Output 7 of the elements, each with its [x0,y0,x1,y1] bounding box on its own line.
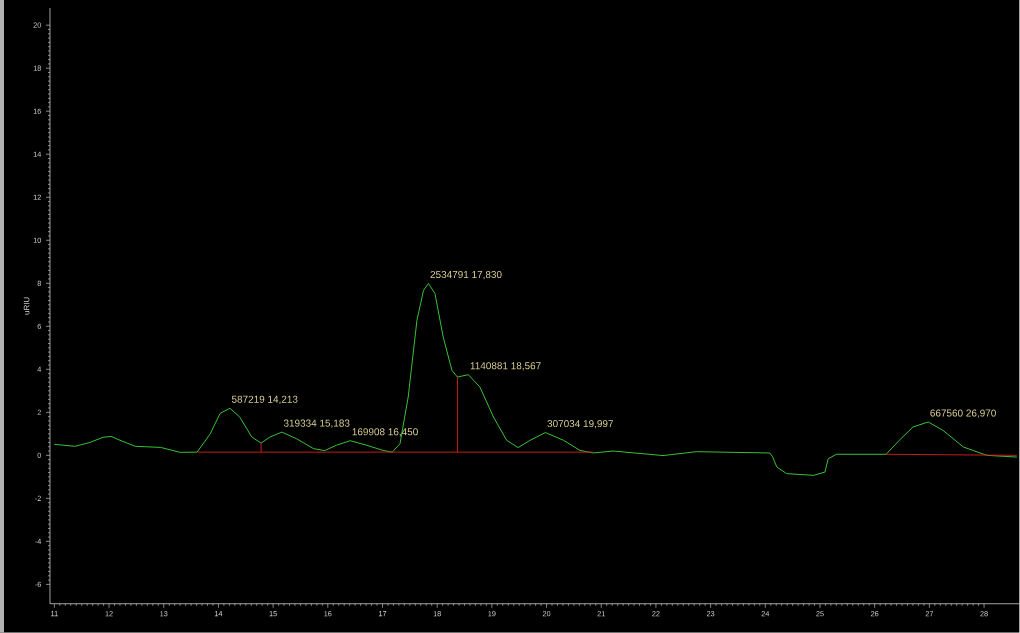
annotation: 307034 19,997 [547,420,613,429]
annotation: 1140881 18,567 [470,362,541,371]
annotation: 319334 15,183 [283,419,350,428]
annotation: 667560 26,970 [930,409,996,418]
annotation: 169908 16,450 [352,428,418,437]
annotation: 587219 14,213 [231,395,298,405]
annotation: 2534791 17,830 [430,271,502,280]
